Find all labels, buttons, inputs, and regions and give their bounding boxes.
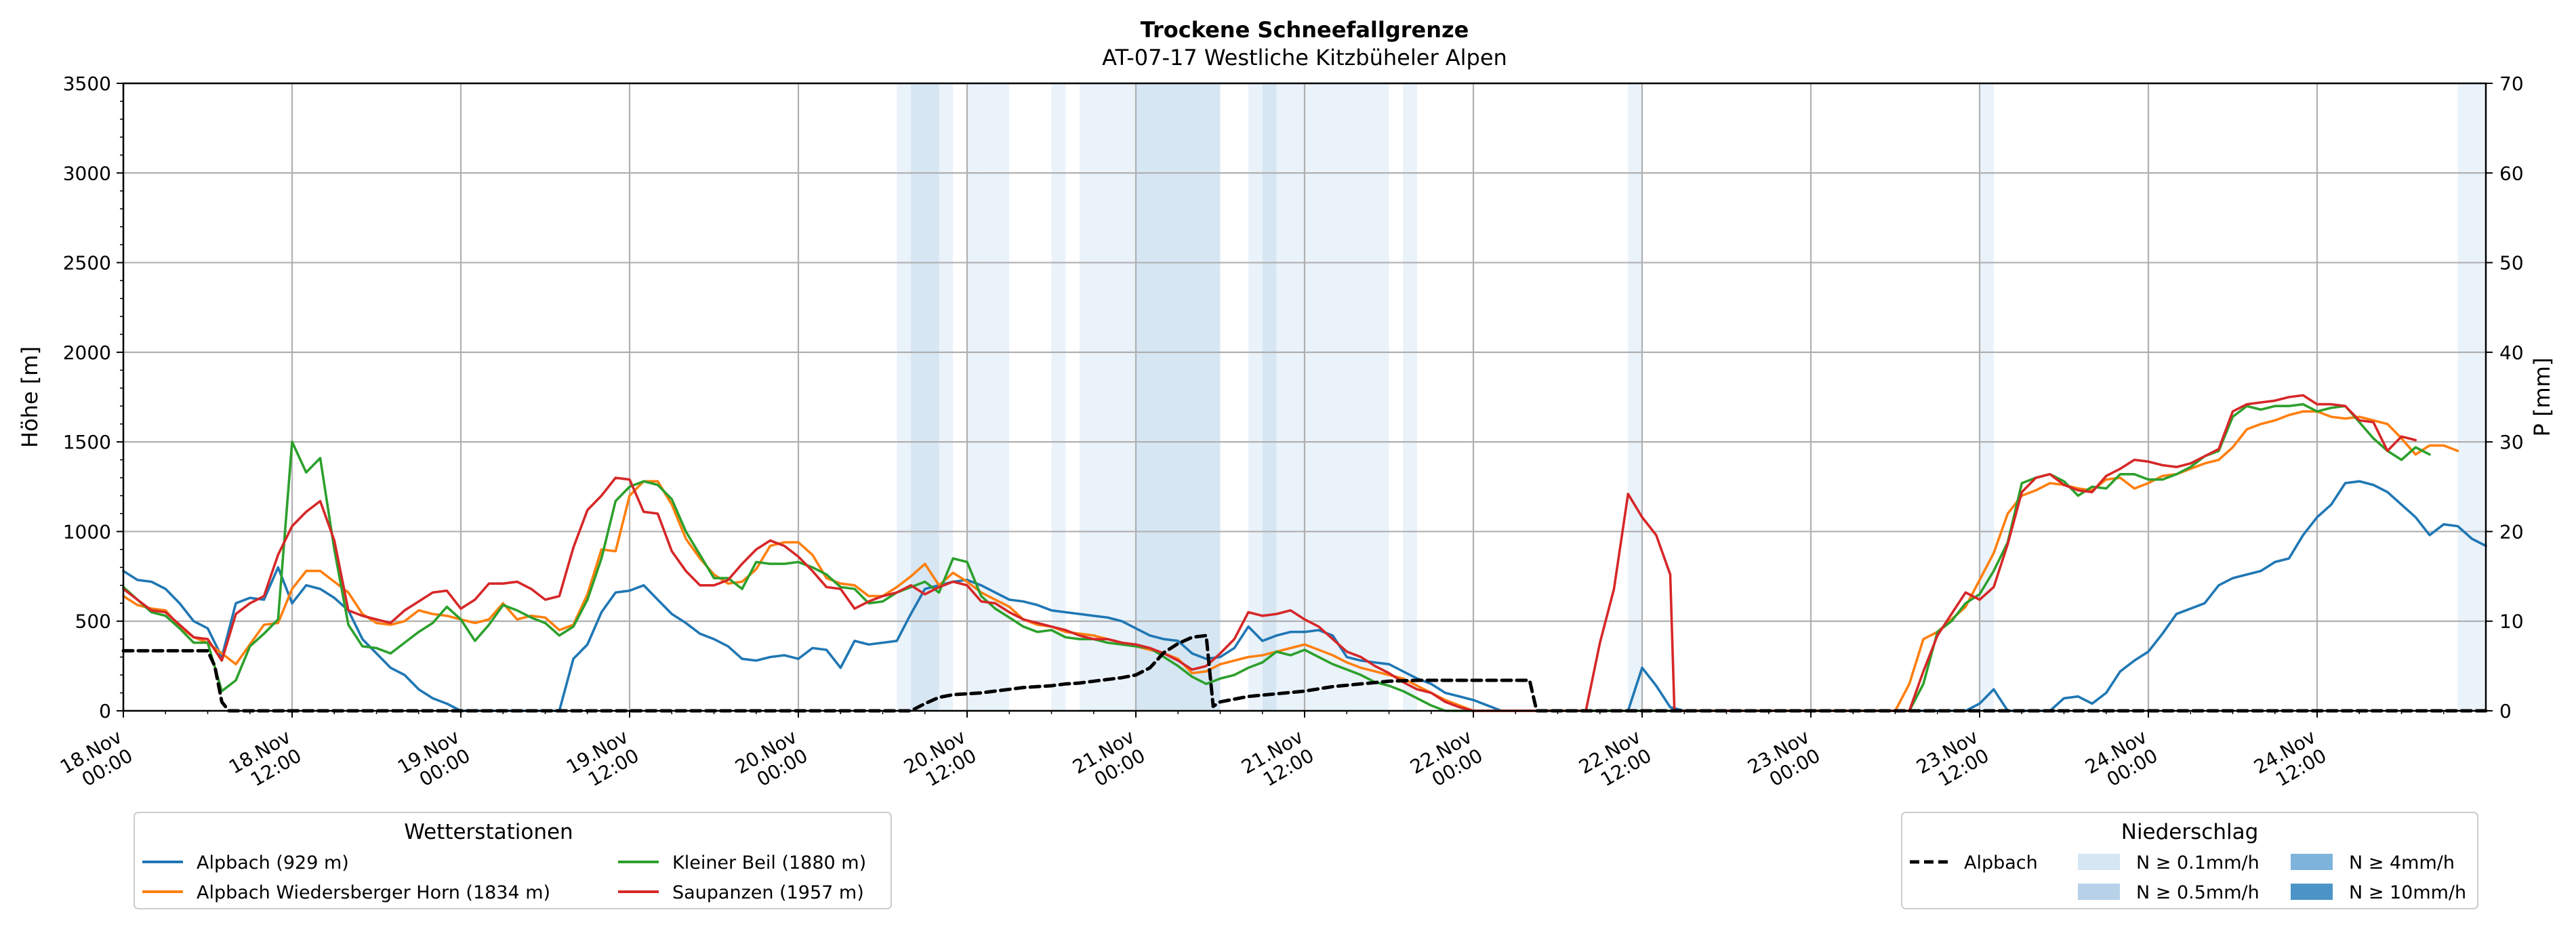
y-tick-label-left: 1500: [63, 431, 111, 453]
legend-label-wiedersberger-horn: Alpbach Wiedersberger Horn (1834 m): [197, 882, 550, 903]
precip-band: [1980, 83, 1994, 711]
precip-band: [911, 83, 939, 711]
y-tick-label-left: 0: [99, 700, 111, 722]
legend-label-saupanzen: Saupanzen (1957 m): [672, 882, 864, 903]
precip-band: [1136, 83, 1221, 711]
legend-label-alpbach: Alpbach (929 m): [197, 852, 349, 873]
precip-band: [2457, 83, 2486, 711]
y-tick-label-left: 2500: [63, 252, 111, 274]
legend-swatch-precip-4: [2291, 854, 2333, 870]
precip-band: [897, 83, 911, 711]
y-tick-label-right: 60: [2499, 162, 2524, 184]
y-axis-label-right: P [mm]: [2529, 358, 2555, 437]
chart-title: Trockene Schneefallgrenze: [1141, 17, 1469, 43]
legend-swatch-precip-10: [2291, 884, 2333, 900]
precip-band: [1276, 83, 1305, 711]
data-lines: [121, 394, 2488, 713]
legend-label-precip-01: N ≥ 0.1mm/h: [2136, 852, 2260, 873]
precip-band: [1305, 83, 1389, 711]
y-tick-label-right: 10: [2499, 611, 2524, 633]
legend-label-precip-4: N ≥ 4mm/h: [2349, 852, 2455, 873]
series-line-Alpbach (929 m): [122, 480, 2487, 712]
y-tick-label-left: 2000: [63, 342, 111, 364]
legend-stations-box: [134, 812, 892, 909]
legend-stations-title: Wetterstationen: [404, 820, 573, 844]
legend-precip-box: [1901, 812, 2478, 909]
precipitation-bands: [897, 83, 2486, 711]
precip-band: [967, 83, 981, 711]
y-tick-label-left: 500: [75, 611, 111, 633]
legend-label-kleiner-beil: Kleiner Beil (1880 m): [672, 852, 866, 873]
y-tick-label-right: 40: [2499, 342, 2524, 364]
legend-precipitation: Niederschlag Alpbach N ≥ 0.1mm/h N ≥ 0.5…: [1901, 812, 2478, 909]
legend-precip-title: Niederschlag: [2121, 820, 2259, 844]
y-tick-label-right: 70: [2499, 73, 2524, 95]
y-tick-label-right: 0: [2499, 700, 2512, 722]
series-line-Alpbach: [121, 634, 2488, 713]
precip-band: [1248, 83, 1263, 711]
y-axis-label-left: Höhe [m]: [17, 346, 43, 448]
y-tick-label-left: 3500: [63, 73, 111, 95]
legend-swatch-precip-01: [2078, 854, 2120, 870]
series-line-Alpbach Wiedersberger Horn (1834 m): [122, 410, 2459, 712]
series-line-Saupanzen (1957 m): [122, 394, 2417, 712]
precip-band: [1628, 83, 1642, 711]
legend-stations: Wetterstationen Alpbach (929 m) Alpbach …: [134, 812, 892, 909]
precip-band: [981, 83, 1010, 711]
legend-label-alpbach-precip: Alpbach: [1964, 852, 2038, 873]
y-tick-label-right: 20: [2499, 520, 2524, 543]
y-tick-label-right: 30: [2499, 431, 2524, 453]
legend-label-precip-10: N ≥ 10mm/h: [2349, 882, 2466, 903]
legend-label-precip-05: N ≥ 0.5mm/h: [2136, 882, 2260, 903]
chart-subtitle: AT-07-17 Westliche Kitzbüheler Alpen: [1102, 45, 1507, 70]
y-tick-label-right: 50: [2499, 252, 2524, 274]
precip-band: [1403, 83, 1417, 711]
precip-band: [1262, 83, 1277, 711]
precip-band: [939, 83, 954, 711]
y-tick-label-left: 3000: [63, 162, 111, 184]
precip-band: [1080, 83, 1136, 711]
y-tick-label-left: 1000: [63, 520, 111, 543]
legend-swatch-precip-05: [2078, 884, 2120, 900]
series-line-Kleiner Beil (1880 m): [122, 402, 2431, 712]
precip-band: [1051, 83, 1066, 711]
